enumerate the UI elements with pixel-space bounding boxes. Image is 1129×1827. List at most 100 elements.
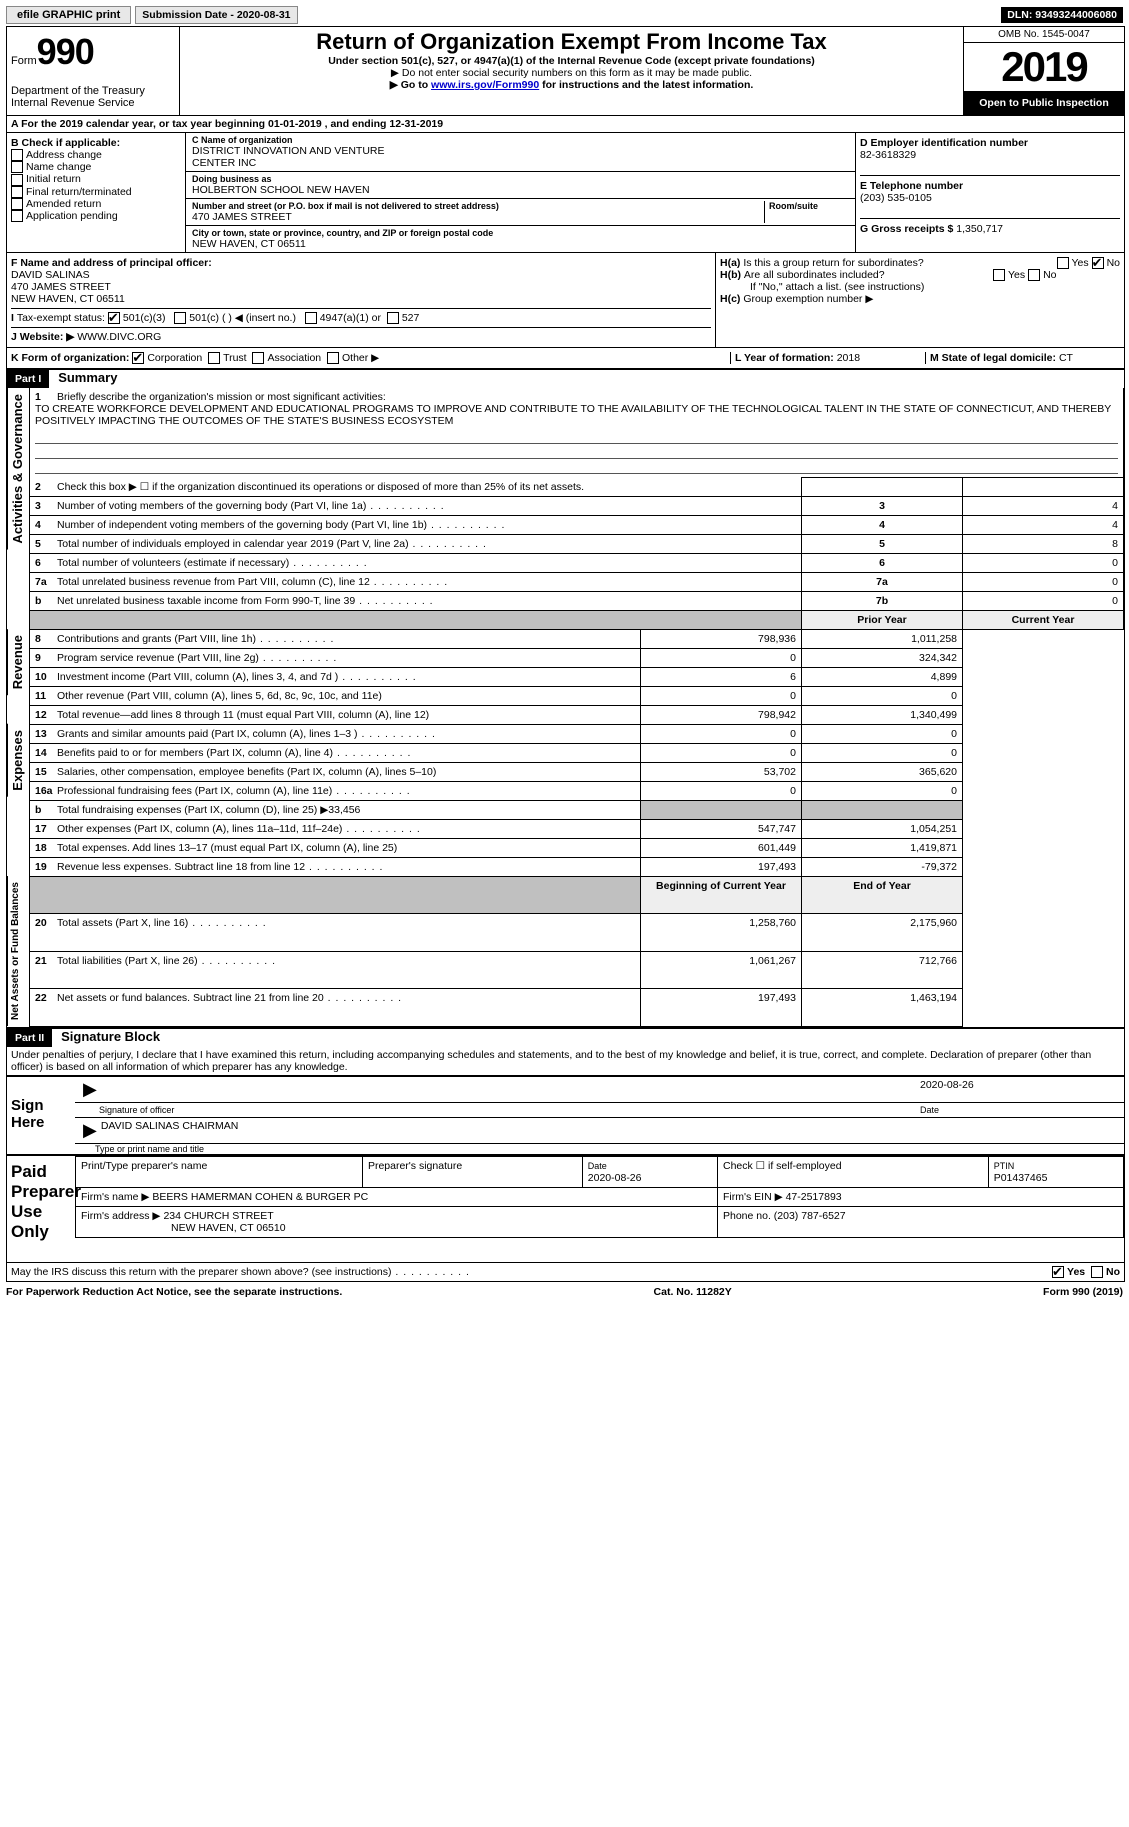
cb-assoc[interactable]	[252, 352, 264, 364]
firm-addr2: NEW HAVEN, CT 06510	[81, 1222, 286, 1234]
line7a-val: 0	[963, 572, 1124, 591]
l22c: 1,463,194	[802, 989, 963, 1027]
l14n: 14	[35, 747, 57, 759]
b-addr-change[interactable]: Address change	[11, 149, 181, 161]
discuss-row: May the IRS discuss this return with the…	[7, 1262, 1124, 1281]
g-label: G Gross receipts $	[860, 223, 956, 235]
footer-cat: Cat. No. 11282Y	[654, 1286, 732, 1298]
caret-icon: ▶	[83, 1079, 97, 1100]
paid-prep-label: Paid Preparer Use Only	[7, 1156, 75, 1262]
no-3: No	[1106, 1266, 1120, 1278]
dept-treasury: Department of the Treasury	[11, 85, 171, 97]
cb-corp[interactable]	[132, 352, 144, 364]
l12n: 12	[35, 709, 57, 721]
line7a-text: Total unrelated business revenue from Pa…	[57, 576, 448, 588]
ha-no[interactable]	[1092, 257, 1104, 269]
l16ac: 0	[802, 781, 963, 800]
part1-title: Summary	[58, 370, 117, 385]
line7b-text: Net unrelated business taxable income fr…	[57, 595, 434, 607]
line4-cell: 4	[802, 515, 963, 534]
firm-addr-lab: Firm's address ▶	[81, 1210, 163, 1222]
sig-officer-label: Signature of officer	[99, 1105, 920, 1115]
line3-cell: 3	[802, 496, 963, 515]
prep-sig-lab: Preparer's signature	[362, 1156, 582, 1187]
d-label: D Employer identification number	[860, 137, 1120, 149]
prep-date-lab: Date	[588, 1161, 607, 1171]
ha-yes[interactable]	[1057, 257, 1069, 269]
b-app-pending[interactable]: Application pending	[11, 210, 181, 222]
omb-number: OMB No. 1545-0047	[964, 27, 1124, 43]
part2-title: Signature Block	[61, 1029, 160, 1044]
ptin-lab: PTIN	[994, 1161, 1015, 1171]
officer-city: NEW HAVEN, CT 06511	[11, 293, 711, 305]
preparer-table: Print/Type preparer's name Preparer's si…	[75, 1156, 1124, 1238]
phone-value: (203) 535-0105	[860, 192, 1120, 204]
prep-date: 2020-08-26	[588, 1172, 642, 1184]
line6-text: Total number of volunteers (estimate if …	[57, 557, 368, 569]
paid-preparer-block: Paid Preparer Use Only Print/Type prepar…	[7, 1154, 1124, 1262]
l21t: Total liabilities (Part X, line 26)	[57, 955, 276, 967]
mission-label: Briefly describe the organization's miss…	[57, 391, 386, 403]
b-item-3: Final return/terminated	[26, 186, 132, 198]
form-number: 990	[37, 31, 94, 72]
cb-501c3[interactable]	[108, 312, 120, 324]
prep-selfemp: Check ☐ if self-employed	[718, 1156, 989, 1187]
l16bt: Total fundraising expenses (Part IX, col…	[57, 804, 360, 816]
e-label: E Telephone number	[860, 180, 963, 192]
ha-text: Is this a group return for subordinates?	[743, 257, 923, 269]
l12p: 798,942	[641, 705, 802, 724]
l14p: 0	[641, 743, 802, 762]
cb-other[interactable]	[327, 352, 339, 364]
hb-text: Are all subordinates included?	[744, 269, 885, 281]
sign-here-block: Sign Here ▶ 2020-08-26 Signature of offi…	[7, 1075, 1124, 1154]
b-item-1: Name change	[26, 161, 91, 173]
cb-527[interactable]	[387, 312, 399, 324]
discuss-yes[interactable]	[1052, 1266, 1064, 1278]
line7b-cell: 7b	[802, 591, 963, 610]
line3-val: 4	[963, 496, 1124, 515]
efile-print-button[interactable]: efile GRAPHIC print	[6, 6, 131, 24]
line5-text: Total number of individuals employed in …	[57, 538, 487, 550]
section-m: M State of legal domicile: CT	[925, 352, 1120, 364]
line5-val: 8	[963, 534, 1124, 553]
b-name-change[interactable]: Name change	[11, 161, 181, 173]
l22p: 197,493	[641, 989, 802, 1027]
cb-4947[interactable]	[305, 312, 317, 324]
org-name-2: CENTER INC	[192, 157, 849, 169]
hb-no[interactable]	[1028, 269, 1040, 281]
a-begin: 01-01-2019	[268, 118, 322, 130]
line7a-num: 7a	[35, 576, 57, 588]
l18c: 1,419,871	[802, 838, 963, 857]
cb-501c[interactable]	[174, 312, 186, 324]
org-name-1: DISTRICT INNOVATION AND VENTURE	[192, 145, 849, 157]
caret-icon-2: ▶	[83, 1120, 97, 1141]
sig-date-label: Date	[920, 1105, 1120, 1115]
line4-val: 4	[963, 515, 1124, 534]
hb-yes[interactable]	[993, 269, 1005, 281]
l17n: 17	[35, 823, 57, 835]
b-item-4: Amended return	[26, 198, 101, 210]
l8t: Contributions and grants (Part VIII, lin…	[57, 633, 334, 645]
b-final[interactable]: Final return/terminated	[11, 186, 181, 198]
typed-name-label: Type or print name and title	[75, 1144, 1124, 1154]
line7a-cell: 7a	[802, 572, 963, 591]
section-h: H(a) Is this a group return for subordin…	[716, 253, 1124, 347]
l10c: 4,899	[802, 667, 963, 686]
l19n: 19	[35, 861, 57, 873]
l22n: 22	[35, 992, 57, 1004]
discuss-no[interactable]	[1091, 1266, 1103, 1278]
b-initial[interactable]: Initial return	[11, 173, 181, 185]
l9p: 0	[641, 648, 802, 667]
a-text: For the 2019 calendar year, or tax year …	[21, 118, 268, 130]
mission-text: TO CREATE WORKFORCE DEVELOPMENT AND EDUC…	[35, 403, 1111, 427]
l22t: Net assets or fund balances. Subtract li…	[57, 992, 402, 1004]
part1-bar: Part I	[7, 370, 49, 388]
line6-num: 6	[35, 557, 57, 569]
room-label: Room/suite	[764, 201, 849, 223]
l15p: 53,702	[641, 762, 802, 781]
irs-link[interactable]: www.irs.gov/Form990	[431, 79, 539, 91]
line7b-num: b	[35, 595, 57, 607]
cb-trust[interactable]	[208, 352, 220, 364]
b-amended[interactable]: Amended return	[11, 198, 181, 210]
c-name-label: C Name of organization	[192, 135, 849, 145]
